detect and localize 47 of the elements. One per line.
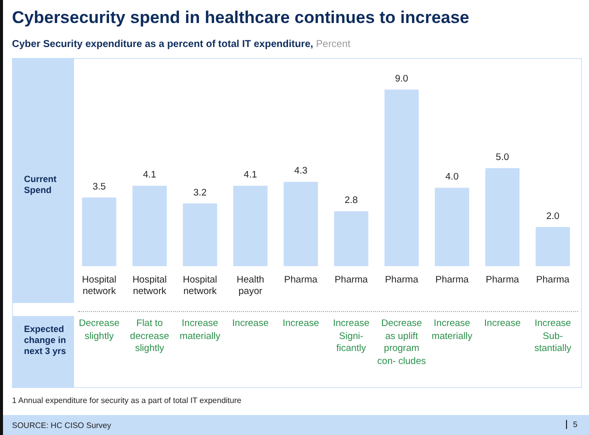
- x-tick-label: Pharma: [435, 274, 470, 286]
- bar: [132, 186, 167, 266]
- bar: [182, 203, 218, 266]
- data-label: 4.1: [244, 170, 258, 181]
- text: Increase materially: [430, 318, 474, 343]
- text: Increase: [282, 318, 320, 330]
- x-tick-label: Pharma: [384, 274, 419, 286]
- x-tick-label: Hospital network: [182, 274, 218, 297]
- x-tick-label: Hospital network: [82, 274, 116, 297]
- bar: [233, 186, 268, 266]
- bar: [82, 198, 116, 266]
- source-note: SOURCE: HC CISO Survey: [12, 421, 112, 430]
- text: Increase materially: [178, 318, 222, 343]
- data-label: 3.5: [92, 181, 106, 192]
- text: 5: [566, 420, 578, 429]
- text: Current Spend: [24, 174, 58, 196]
- x-tick-label: Pharma: [536, 274, 570, 286]
- data-label: 2.0: [546, 210, 560, 222]
- bar: [384, 90, 419, 266]
- data-label: 4.3: [294, 166, 308, 177]
- x-tick-label: Health payor: [236, 274, 264, 297]
- data-label: 4.0: [445, 172, 459, 183]
- text: Increase: [231, 318, 270, 330]
- text: Expected change in next 3 yrs: [24, 324, 68, 357]
- text: Decrease as uplift program con- cludes: [376, 318, 427, 368]
- x-tick-label: Pharma: [284, 274, 318, 286]
- data-label: 5.0: [496, 152, 510, 163]
- chart-subtitle: Cyber Security expenditure as a percent of total IT expenditure, Percent: [12, 39, 350, 50]
- text: Increase Sub- stantially: [533, 318, 572, 356]
- data-label: 9.0: [394, 73, 408, 84]
- bar: [334, 211, 368, 266]
- text: 1 Annual expenditure for security as a part of total IT expenditure: [12, 396, 242, 405]
- text: Increase Signi- ficantly: [332, 318, 370, 356]
- bar: [434, 188, 470, 266]
- text: Flat to decrease slightly: [129, 318, 170, 356]
- data-label: 4.1: [142, 170, 156, 181]
- chart-title: Cybersecurity spend in healthcare continues to increase: [12, 8, 470, 28]
- bar: [284, 182, 318, 266]
- bar: [485, 168, 520, 266]
- data-label: 3.2: [193, 187, 207, 198]
- data-label: 2.8: [344, 195, 358, 206]
- x-tick-label: Hospital network: [132, 274, 167, 297]
- x-tick-label: Pharma: [334, 274, 369, 286]
- bar: [536, 226, 570, 266]
- x-tick-label: Pharma: [486, 274, 520, 286]
- text: Increase: [483, 318, 522, 330]
- text: Decrease slightly: [78, 318, 121, 343]
